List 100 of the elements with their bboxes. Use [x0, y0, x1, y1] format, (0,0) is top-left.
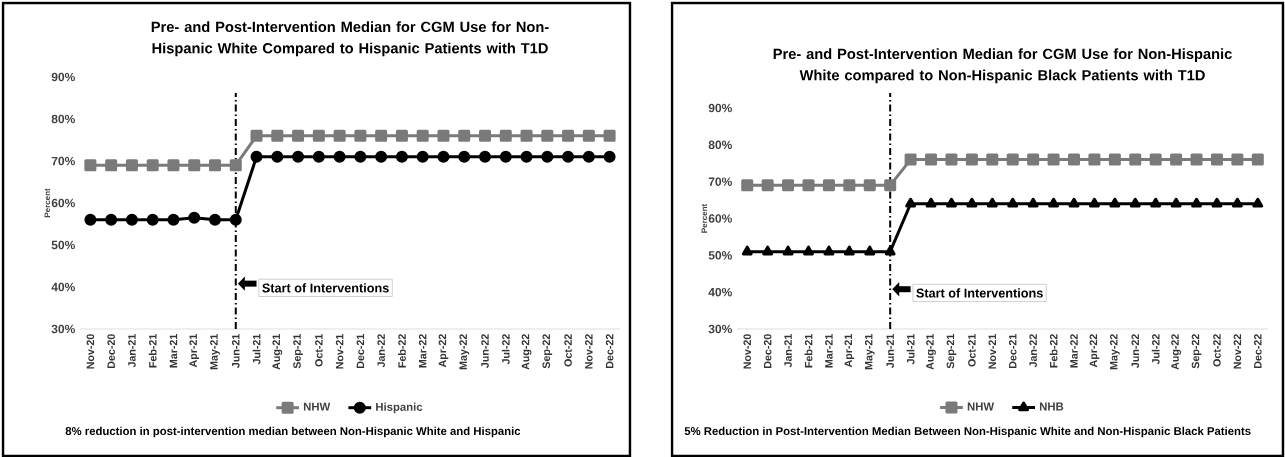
- y-tick-label: 80%: [708, 140, 732, 150]
- x-tick-label: Feb-21: [148, 334, 157, 368]
- text: 8% reduction in post-intervention median between Non-Hispanic White and Hispanic: [65, 426, 521, 438]
- text: 5% Reduction in Post-Intervention Median Between Non-Hispanic White and Non-Hispanic Black Patients: [684, 426, 1251, 438]
- point: [1067, 153, 1080, 166]
- point: [823, 245, 835, 256]
- point: [1190, 153, 1203, 166]
- point: [375, 129, 388, 142]
- point: [905, 197, 917, 208]
- x-tick-label: Oct-22: [564, 334, 572, 367]
- x-tick-label: Feb-22: [398, 334, 406, 368]
- point: [1129, 197, 1141, 208]
- point: [1027, 153, 1040, 166]
- point: [1191, 197, 1202, 208]
- point: [125, 159, 138, 172]
- point: [603, 129, 616, 142]
- point: [354, 150, 367, 163]
- legend-label: NHW: [967, 402, 995, 411]
- x-tick-label: Apr-22: [438, 334, 449, 368]
- x-tick-label: Jun-22: [481, 334, 489, 368]
- x-tick-label: Mar-21: [825, 334, 833, 368]
- point: [822, 179, 835, 192]
- point: [925, 197, 937, 208]
- point: [105, 159, 118, 172]
- x-tick-label: Sep-22: [542, 334, 553, 369]
- x-tick-label: Dec-21: [1008, 334, 1017, 368]
- x-tick-label: Jul-22: [1151, 334, 1160, 365]
- point: [146, 213, 159, 226]
- point: [1150, 197, 1162, 208]
- point: [458, 129, 471, 142]
- point: [437, 150, 450, 163]
- point: [188, 159, 201, 172]
- point: [884, 245, 896, 256]
- point: [1108, 153, 1121, 166]
- x-tick-label: Nov-22: [585, 334, 593, 369]
- x-tick-label: Nov-21: [988, 334, 997, 369]
- x-tick-label: Aug-21: [272, 334, 283, 370]
- point: [499, 150, 512, 163]
- ref-line-label: Start of Interventions: [262, 283, 389, 293]
- x-tick-label: Oct-21: [968, 334, 976, 367]
- point: [782, 245, 794, 256]
- point: [167, 213, 180, 226]
- x-tick-label: Jun-21: [232, 334, 240, 368]
- x-tick-label: Apr-21: [844, 334, 855, 368]
- x-tick-label: Nov-20: [86, 334, 95, 369]
- point: [843, 179, 856, 192]
- point: [1027, 197, 1039, 208]
- point: [1149, 153, 1162, 166]
- point: [802, 179, 815, 192]
- point: [478, 150, 492, 163]
- y-tick-label: 40%: [708, 287, 732, 297]
- x-tick-label: Nov-20: [743, 334, 751, 369]
- point: [1170, 153, 1183, 166]
- chart-title: Pre- and Post-Intervention Median for CGM Use for Non-Hispanic White compared to Non-Hispanic Black Patients with T1D: [773, 48, 1232, 84]
- x-tick-label: Jul-21: [252, 334, 261, 365]
- point: [312, 150, 325, 163]
- y-axis-title: Percent: [701, 203, 708, 233]
- point: [1047, 153, 1060, 166]
- point: [925, 153, 938, 166]
- point: [966, 197, 978, 208]
- point: [229, 213, 242, 226]
- y-tick-label: 50%: [51, 240, 75, 250]
- point: [208, 159, 222, 172]
- point: [1210, 153, 1223, 166]
- x-tick-label: Nov-21: [335, 334, 344, 369]
- point: [1088, 153, 1101, 166]
- y-tick-label: 50%: [708, 251, 732, 260]
- x-tick-label: Jan-21: [128, 334, 136, 368]
- x-tick-label: Dec-22: [1254, 334, 1262, 368]
- point: [520, 150, 533, 163]
- point: [884, 179, 897, 192]
- point: [125, 213, 138, 226]
- x-tick-label: Dec-22: [605, 334, 614, 368]
- legend-label: NHB: [1039, 402, 1064, 411]
- point: [499, 129, 512, 142]
- y-tick-label: 90%: [708, 103, 732, 113]
- point: [1109, 197, 1121, 208]
- point: [478, 129, 492, 142]
- point: [105, 213, 118, 226]
- point: [354, 129, 367, 142]
- point: [416, 129, 429, 142]
- x-tick-label: Oct-22: [1213, 334, 1221, 367]
- point: [167, 159, 180, 172]
- chart-title: Pre- and Post-Intervention Median for CGM Use for Non-Hispanic White Compared to Hispanic Patients with T1D: [151, 21, 549, 57]
- point: [986, 153, 999, 166]
- point: [333, 150, 346, 163]
- point: [1068, 197, 1080, 208]
- point: [541, 129, 554, 142]
- x-tick-label: May-21: [864, 334, 875, 370]
- point: [863, 179, 876, 192]
- point: [1211, 197, 1223, 208]
- point: [1252, 197, 1264, 208]
- x-tick-label: Jul-21: [906, 334, 915, 365]
- point: [562, 129, 575, 142]
- point: [986, 197, 998, 208]
- point: [945, 153, 958, 166]
- point: [250, 150, 263, 163]
- point: [520, 129, 533, 142]
- point: [250, 129, 263, 142]
- y-tick-label: 60%: [708, 214, 732, 223]
